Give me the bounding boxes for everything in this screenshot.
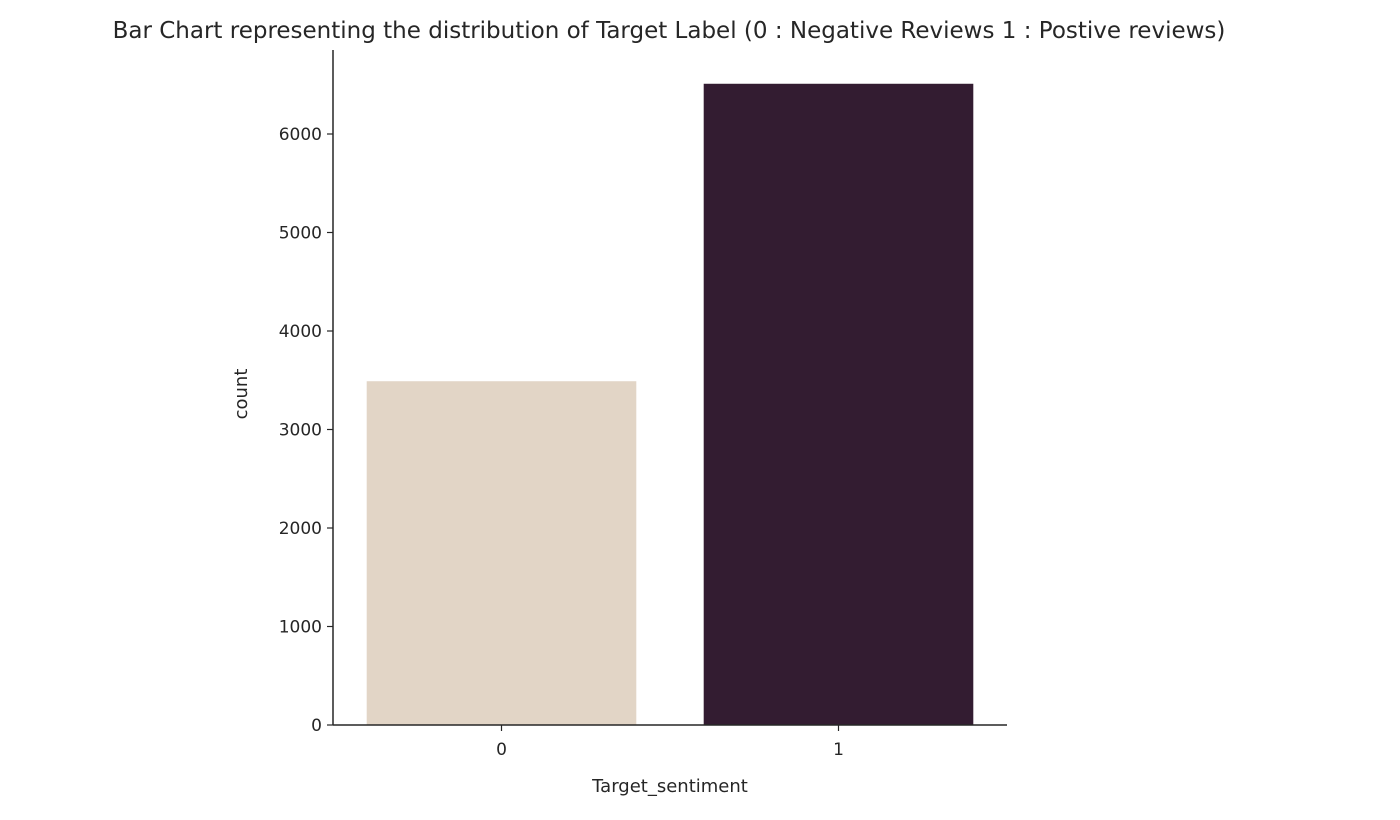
chart-title: Bar Chart representing the distribution …: [113, 18, 1226, 44]
bar-1: [703, 83, 974, 725]
y-ticks-group: 0 1000 2000 3000 4000 5000 6000: [279, 125, 333, 736]
x-tick-label: 1: [833, 740, 844, 760]
y-tick-label: 0: [311, 716, 322, 736]
y-tick-label: 4000: [279, 322, 322, 342]
bar-0: [366, 381, 637, 725]
bars-group: [366, 83, 974, 725]
x-tick-label: 0: [496, 740, 507, 760]
y-tick-label: 5000: [279, 224, 322, 244]
y-tick-label: 6000: [279, 125, 322, 145]
y-tick-label: 1000: [279, 618, 322, 638]
y-tick-label: 3000: [279, 421, 322, 441]
x-axis-label: Target_sentiment: [591, 776, 748, 797]
y-axis-label: count: [231, 369, 252, 420]
y-tick-label: 2000: [279, 519, 322, 539]
